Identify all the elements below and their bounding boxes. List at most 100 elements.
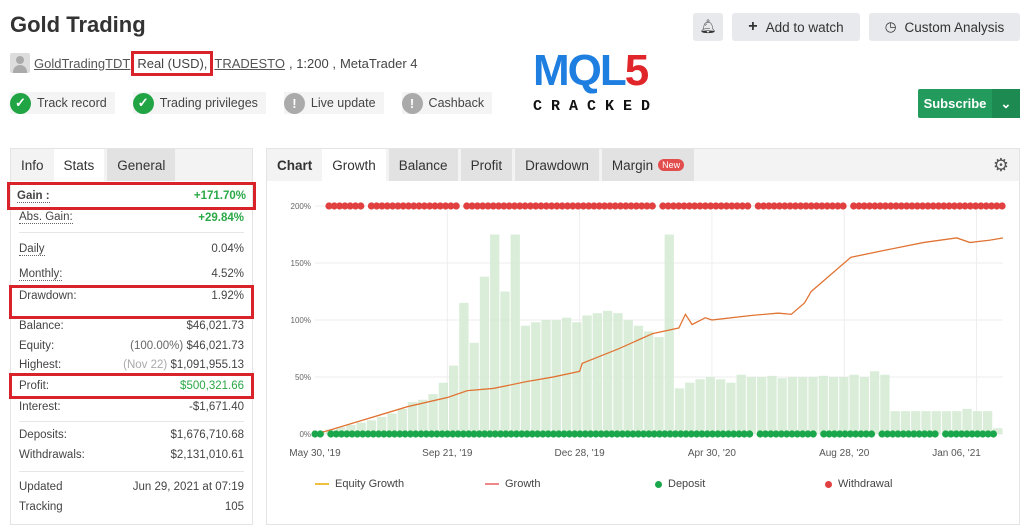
volume-bar [459,302,469,434]
volume-bar [859,377,870,434]
avatar [10,53,30,73]
deposit-marker [693,430,701,438]
volume-bar [726,382,736,434]
monthly-label[interactable]: Monthly: [19,267,63,281]
volume-bar [900,411,911,434]
withdrawal-marker [521,202,529,210]
plus-icon: + [748,18,758,35]
deposit-marker [698,430,706,438]
chart-settings-icon[interactable]: ⚙︎ [992,154,1009,175]
withdrawal-marker [553,202,561,210]
deposit-marker [539,430,547,438]
volume-bar [982,411,993,434]
interest-value: -$1,671.40 [189,400,244,413]
author-link[interactable]: GoldTradingTDT [34,55,131,71]
legend-withdrawal[interactable]: Withdrawal [825,478,995,490]
deposit-marker [926,430,934,438]
updated-label: Updated [19,481,63,494]
gain-label[interactable]: Gain : [17,189,50,203]
tab-stats[interactable]: Stats [53,149,105,181]
tab-margin[interactable]: Margin New [601,149,695,181]
withdrawal-marker [532,202,540,210]
deposits-label: Deposits: [19,429,67,442]
volume-bar [798,377,808,434]
add-to-watch-label: Add to watch [765,19,844,35]
x-tick-label: Jan 06, '21 [932,448,981,459]
deposit-marker [783,430,791,438]
withdrawal-marker [325,202,333,210]
withdrawal-marker [765,202,773,210]
legend-dot-icon [655,480,662,488]
deposit-marker [862,430,870,438]
withdrawal-marker [659,202,667,210]
custom-analysis-button[interactable]: ◷ Custom Analysis [869,13,1020,41]
withdrawal-marker [786,202,794,210]
abs-gain-label[interactable]: Abs. Gain: [19,211,73,225]
tab-drawdown[interactable]: Drawdown [515,149,599,181]
volume-bar [633,325,644,434]
deposit-marker [412,430,420,438]
legend-deposit[interactable]: Deposit [655,478,825,490]
deposit-marker [767,430,775,438]
withdrawal-marker [436,202,444,210]
withdrawal-marker [945,202,953,210]
withdrawals-value: $2,131,010.61 [170,448,244,461]
badge-trading-privileges[interactable]: ✓ Trading privileges [132,92,266,114]
clock-icon: ◷ [884,19,897,34]
tab-info[interactable]: Info [21,157,44,173]
deposit-marker [438,430,446,438]
deposit-marker [703,430,711,438]
deposit-marker [385,430,393,438]
withdrawal-marker [669,202,678,210]
withdrawal-marker [346,202,354,210]
withdrawal-marker [410,202,418,210]
subscribe-button[interactable]: Subscribe ⌄ [918,89,1020,118]
broker-link[interactable]: TRADESTO [214,55,285,71]
deposit-marker [406,430,414,438]
deposit-marker [428,430,436,438]
badge-cashback[interactable]: ! Cashback [401,92,493,114]
tab-profit[interactable]: Profit [460,149,513,181]
deposit-marker [433,430,441,438]
updated-value: Jun 29, 2021 at 07:19 [132,481,244,494]
tab-balance[interactable]: Balance [388,149,458,181]
tab-growth[interactable]: Growth [322,149,386,181]
deposit-marker [624,430,632,438]
account-type: Real (USD), [131,50,214,76]
volume-bar [377,416,387,434]
legend-growth[interactable]: Growth [485,478,655,490]
volume-bar [490,234,500,434]
daily-label[interactable]: Daily [19,242,45,256]
withdrawal-marker [680,202,688,210]
legend-equity-growth[interactable]: Equity Growth [315,478,485,490]
badge-live-update[interactable]: ! Live update [283,92,384,114]
balance-row: Balance: $46,021.73 [11,317,252,337]
bell-icon: 🔔︎ [699,19,717,34]
volume-bar [428,394,438,434]
withdrawal-marker [579,202,587,210]
badge-track-record[interactable]: ✓ Track record [10,92,115,114]
chevron-down-icon[interactable]: ⌄ [992,89,1020,118]
withdrawal-marker [590,202,598,210]
notify-button[interactable]: 🔔︎ [693,13,723,41]
withdrawal-marker [473,202,481,210]
withdrawal-marker [696,202,704,210]
platform: MetaTrader 4 [339,55,418,71]
tab-general[interactable]: General [107,149,176,181]
deposit-marker [375,430,383,438]
deposit-marker [470,430,478,438]
deposit-marker [512,430,520,438]
add-to-watch-button[interactable]: + Add to watch [732,13,860,41]
withdrawal-marker [632,202,640,210]
deposit-marker [920,430,929,438]
page-title: Gold Trading [10,12,146,37]
deposit-marker [449,430,457,438]
balance-label: Balance: [19,320,64,333]
deposit-marker [401,430,409,438]
deposit-marker [353,430,361,438]
highest-label: Highest: [19,359,62,372]
badge-label: Cashback [428,96,485,110]
x-tick-label: Sep 21, '19 [422,448,473,459]
withdrawal-marker [887,202,895,210]
tracking-label: Tracking [19,500,63,513]
